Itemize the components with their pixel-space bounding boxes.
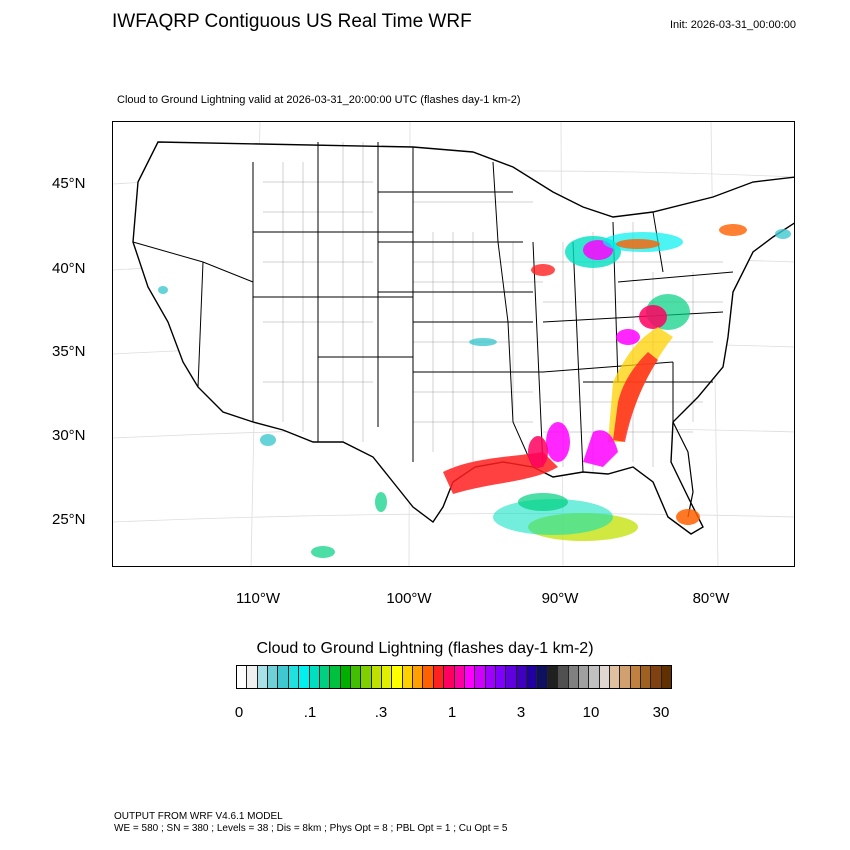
colorbar-swatch bbox=[537, 666, 548, 688]
colorbar-swatch bbox=[661, 666, 672, 688]
footer-config-line: WE = 580 ; SN = 380 ; Levels = 38 ; Dis … bbox=[114, 823, 508, 834]
colorbar-swatch bbox=[237, 666, 248, 688]
colorbar-swatch bbox=[402, 666, 414, 688]
colorbar-tick: 30 bbox=[652, 704, 670, 721]
colorbar-swatch bbox=[475, 666, 486, 688]
colorbar-swatch bbox=[516, 666, 528, 688]
colorbar-tick: 0 bbox=[234, 704, 244, 721]
colorbar-swatch bbox=[589, 666, 600, 688]
colorbar-swatch bbox=[361, 666, 372, 688]
map-canvas bbox=[113, 122, 794, 566]
colorbar-swatch bbox=[547, 666, 559, 688]
plot-title: Cloud to Ground Lightning valid at 2026-… bbox=[117, 94, 521, 106]
main-title: IWFAQRP Contiguous US Real Time WRF bbox=[112, 11, 472, 32]
colorbar-tick: 3 bbox=[516, 704, 526, 721]
colorbar-tick: 10 bbox=[582, 704, 600, 721]
lat-label-30n: 30°N bbox=[52, 427, 86, 444]
colorbar-swatch bbox=[371, 666, 383, 688]
colorbar-swatch bbox=[257, 666, 269, 688]
colorbar-swatch bbox=[454, 666, 465, 688]
colorbar-swatch bbox=[630, 666, 642, 688]
colorbar-swatch bbox=[485, 666, 496, 688]
lat-label-25n: 25°N bbox=[52, 511, 86, 528]
lat-label-45n: 45°N bbox=[52, 175, 86, 192]
colorbar-swatch bbox=[288, 666, 300, 688]
florida-coast bbox=[672, 421, 694, 518]
colorbar-swatch bbox=[268, 666, 279, 688]
colorbar-swatch bbox=[350, 666, 362, 688]
colorbar-swatch bbox=[651, 666, 662, 688]
colorbar-tick: 1 bbox=[447, 704, 457, 721]
colorbar-swatch bbox=[247, 666, 258, 688]
colorbar-swatch bbox=[423, 666, 434, 688]
colorbar-swatch bbox=[578, 666, 590, 688]
colorbar-swatch bbox=[340, 666, 351, 688]
colorbar bbox=[236, 665, 672, 689]
lat-label-40n: 40°N bbox=[52, 260, 86, 277]
colorbar-swatch bbox=[464, 666, 476, 688]
colorbar-tick: .3 bbox=[374, 704, 388, 721]
lon-label-80w: 80°W bbox=[692, 590, 730, 607]
colorbar-swatch bbox=[609, 666, 621, 688]
colorbar-swatch bbox=[444, 666, 455, 688]
county-borders bbox=[263, 142, 723, 472]
colorbar-swatch bbox=[413, 666, 424, 688]
colorbar-swatch bbox=[382, 666, 393, 688]
colorbar-swatch bbox=[495, 666, 507, 688]
lon-label-110w: 110°W bbox=[235, 590, 281, 607]
lon-label-100w: 100°W bbox=[386, 590, 432, 607]
lon-label-90w: 90°W bbox=[541, 590, 579, 607]
footer-model-line: OUTPUT FROM WRF V4.6.1 MODEL bbox=[114, 811, 283, 822]
lightning-map bbox=[112, 121, 795, 567]
colorbar-swatch bbox=[599, 666, 610, 688]
colorbar-swatch bbox=[558, 666, 569, 688]
colorbar-title: Cloud to Ground Lightning (flashes day-1… bbox=[256, 640, 594, 657]
colorbar-swatch bbox=[278, 666, 289, 688]
colorbar-swatch bbox=[506, 666, 517, 688]
colorbar-swatch bbox=[319, 666, 331, 688]
colorbar-swatch bbox=[527, 666, 538, 688]
colorbar-swatch bbox=[309, 666, 320, 688]
colorbar-swatch bbox=[392, 666, 403, 688]
init-time-label: Init: 2026-03-31_00:00:00 bbox=[670, 19, 796, 31]
colorbar-tick: .1 bbox=[303, 704, 317, 721]
colorbar-swatch bbox=[299, 666, 310, 688]
colorbar-swatch bbox=[568, 666, 579, 688]
colorbar-swatch bbox=[620, 666, 631, 688]
colorbar-swatch bbox=[433, 666, 445, 688]
colorbar-swatch bbox=[641, 666, 652, 688]
colorbar-swatch bbox=[330, 666, 341, 688]
lat-label-35n: 35°N bbox=[52, 343, 86, 360]
lightning-field bbox=[158, 224, 791, 558]
